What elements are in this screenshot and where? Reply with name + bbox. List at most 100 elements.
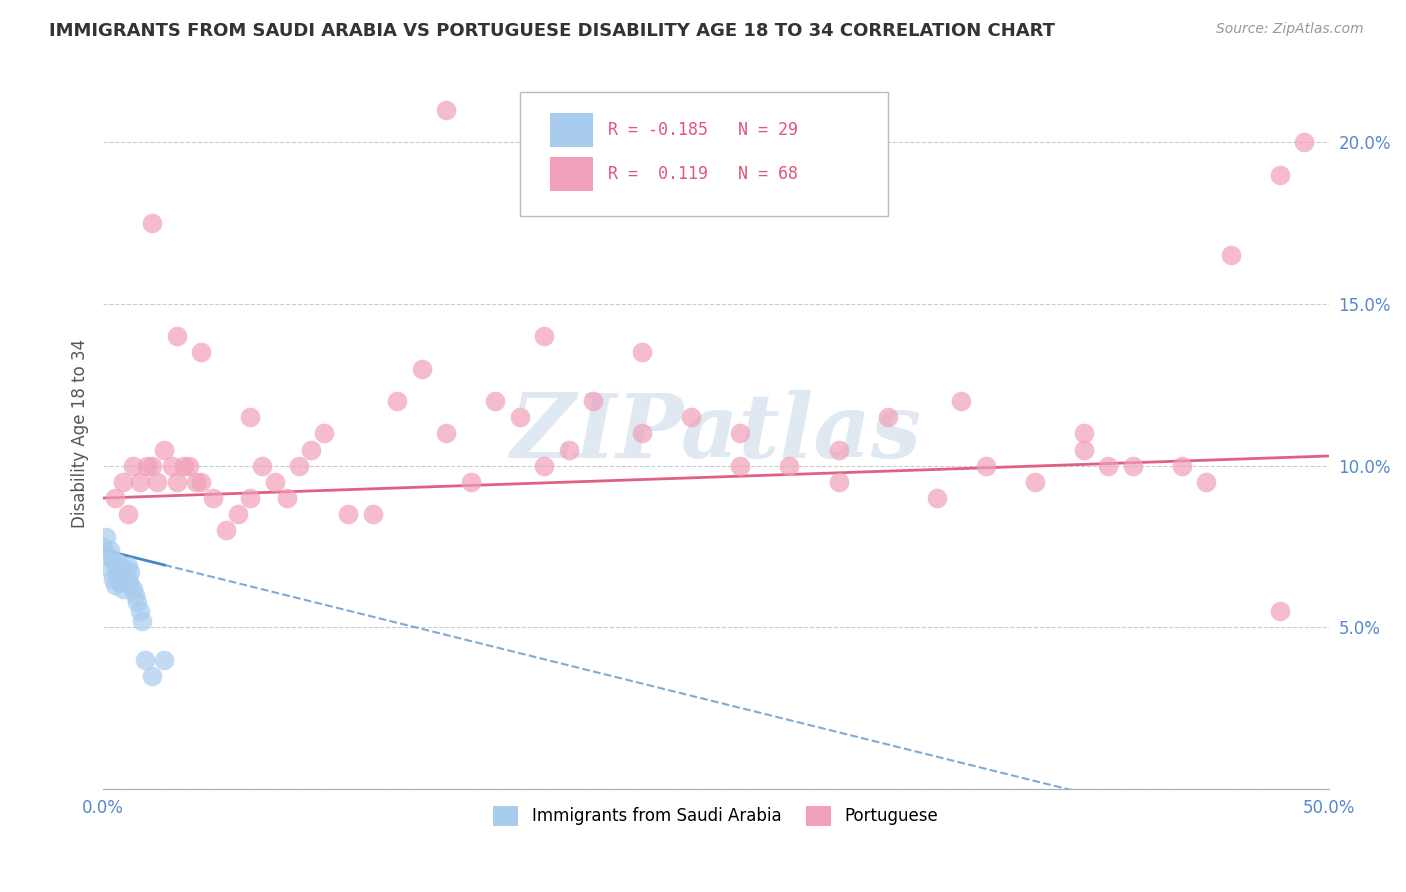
Point <box>484 394 506 409</box>
Point <box>337 507 360 521</box>
Point <box>681 410 703 425</box>
Point <box>160 458 183 473</box>
Point <box>631 345 654 359</box>
Point <box>111 475 134 489</box>
Point <box>1073 442 1095 457</box>
Point <box>121 582 143 596</box>
Point <box>107 556 129 570</box>
Point <box>434 103 457 117</box>
Point <box>460 475 482 489</box>
Point <box>114 575 136 590</box>
Point <box>434 426 457 441</box>
Point <box>134 653 156 667</box>
Point <box>186 475 208 489</box>
Point <box>361 507 384 521</box>
Legend: Immigrants from Saudi Arabia, Portuguese: Immigrants from Saudi Arabia, Portuguese <box>485 797 946 834</box>
Point <box>104 578 127 592</box>
Point <box>107 568 129 582</box>
Point <box>509 410 531 425</box>
Point <box>117 507 139 521</box>
Point <box>950 394 973 409</box>
Point <box>166 329 188 343</box>
Point <box>252 458 274 473</box>
Point <box>97 549 120 564</box>
Point <box>533 329 555 343</box>
Point <box>312 426 335 441</box>
FancyBboxPatch shape <box>520 92 887 216</box>
Point <box>202 491 225 505</box>
Point <box>124 588 146 602</box>
Text: Source: ZipAtlas.com: Source: ZipAtlas.com <box>1216 22 1364 37</box>
Point <box>131 614 153 628</box>
Point <box>114 562 136 576</box>
Point <box>730 458 752 473</box>
Point <box>111 566 134 580</box>
Point <box>1268 168 1291 182</box>
Point <box>301 442 323 457</box>
Point <box>100 542 122 557</box>
Point <box>1268 604 1291 618</box>
Point <box>166 475 188 489</box>
Point <box>117 559 139 574</box>
Point <box>779 458 801 473</box>
Point <box>1219 248 1241 262</box>
Point <box>101 552 124 566</box>
Point <box>1097 458 1119 473</box>
Point <box>110 562 132 576</box>
Point <box>190 475 212 489</box>
Point <box>387 394 409 409</box>
Point <box>974 458 997 473</box>
Point <box>104 559 127 574</box>
Point <box>276 491 298 505</box>
Point <box>177 458 200 473</box>
Point <box>129 475 152 489</box>
Point <box>1073 426 1095 441</box>
Point <box>111 582 134 596</box>
Point <box>104 491 127 505</box>
Point <box>146 475 169 489</box>
Point <box>136 458 159 473</box>
Text: IMMIGRANTS FROM SAUDI ARABIA VS PORTUGUESE DISABILITY AGE 18 TO 34 CORRELATION C: IMMIGRANTS FROM SAUDI ARABIA VS PORTUGUE… <box>49 22 1056 40</box>
Point <box>141 216 163 230</box>
Bar <box>551 157 593 191</box>
Point <box>1170 458 1192 473</box>
Point <box>141 458 163 473</box>
Point <box>121 458 143 473</box>
Point <box>129 604 152 618</box>
Point <box>94 530 117 544</box>
Point <box>100 562 122 576</box>
Text: R = -0.185   N = 29: R = -0.185 N = 29 <box>609 121 799 139</box>
Text: R =  0.119   N = 68: R = 0.119 N = 68 <box>609 165 799 183</box>
Point <box>173 458 195 473</box>
Point <box>239 491 262 505</box>
Point <box>226 507 249 521</box>
Point <box>827 442 849 457</box>
Point <box>411 361 433 376</box>
Point <box>1024 475 1046 489</box>
Text: ZIPatlas: ZIPatlas <box>510 390 921 476</box>
Point <box>141 669 163 683</box>
Point <box>215 524 238 538</box>
Point <box>558 442 581 457</box>
Point <box>1294 135 1316 149</box>
Point <box>153 442 176 457</box>
Point <box>239 410 262 425</box>
Point <box>120 566 142 580</box>
Point <box>117 572 139 586</box>
Point <box>1122 458 1144 473</box>
Point <box>263 475 285 489</box>
Bar <box>551 113 593 147</box>
Point <box>110 575 132 590</box>
Point <box>127 594 149 608</box>
Point <box>582 394 605 409</box>
Point <box>190 345 212 359</box>
Point <box>631 426 654 441</box>
Point <box>876 410 898 425</box>
Point <box>1195 475 1218 489</box>
Point <box>533 458 555 473</box>
Point <box>925 491 948 505</box>
Point <box>101 572 124 586</box>
Point <box>120 578 142 592</box>
Point <box>91 540 114 554</box>
Point <box>153 653 176 667</box>
